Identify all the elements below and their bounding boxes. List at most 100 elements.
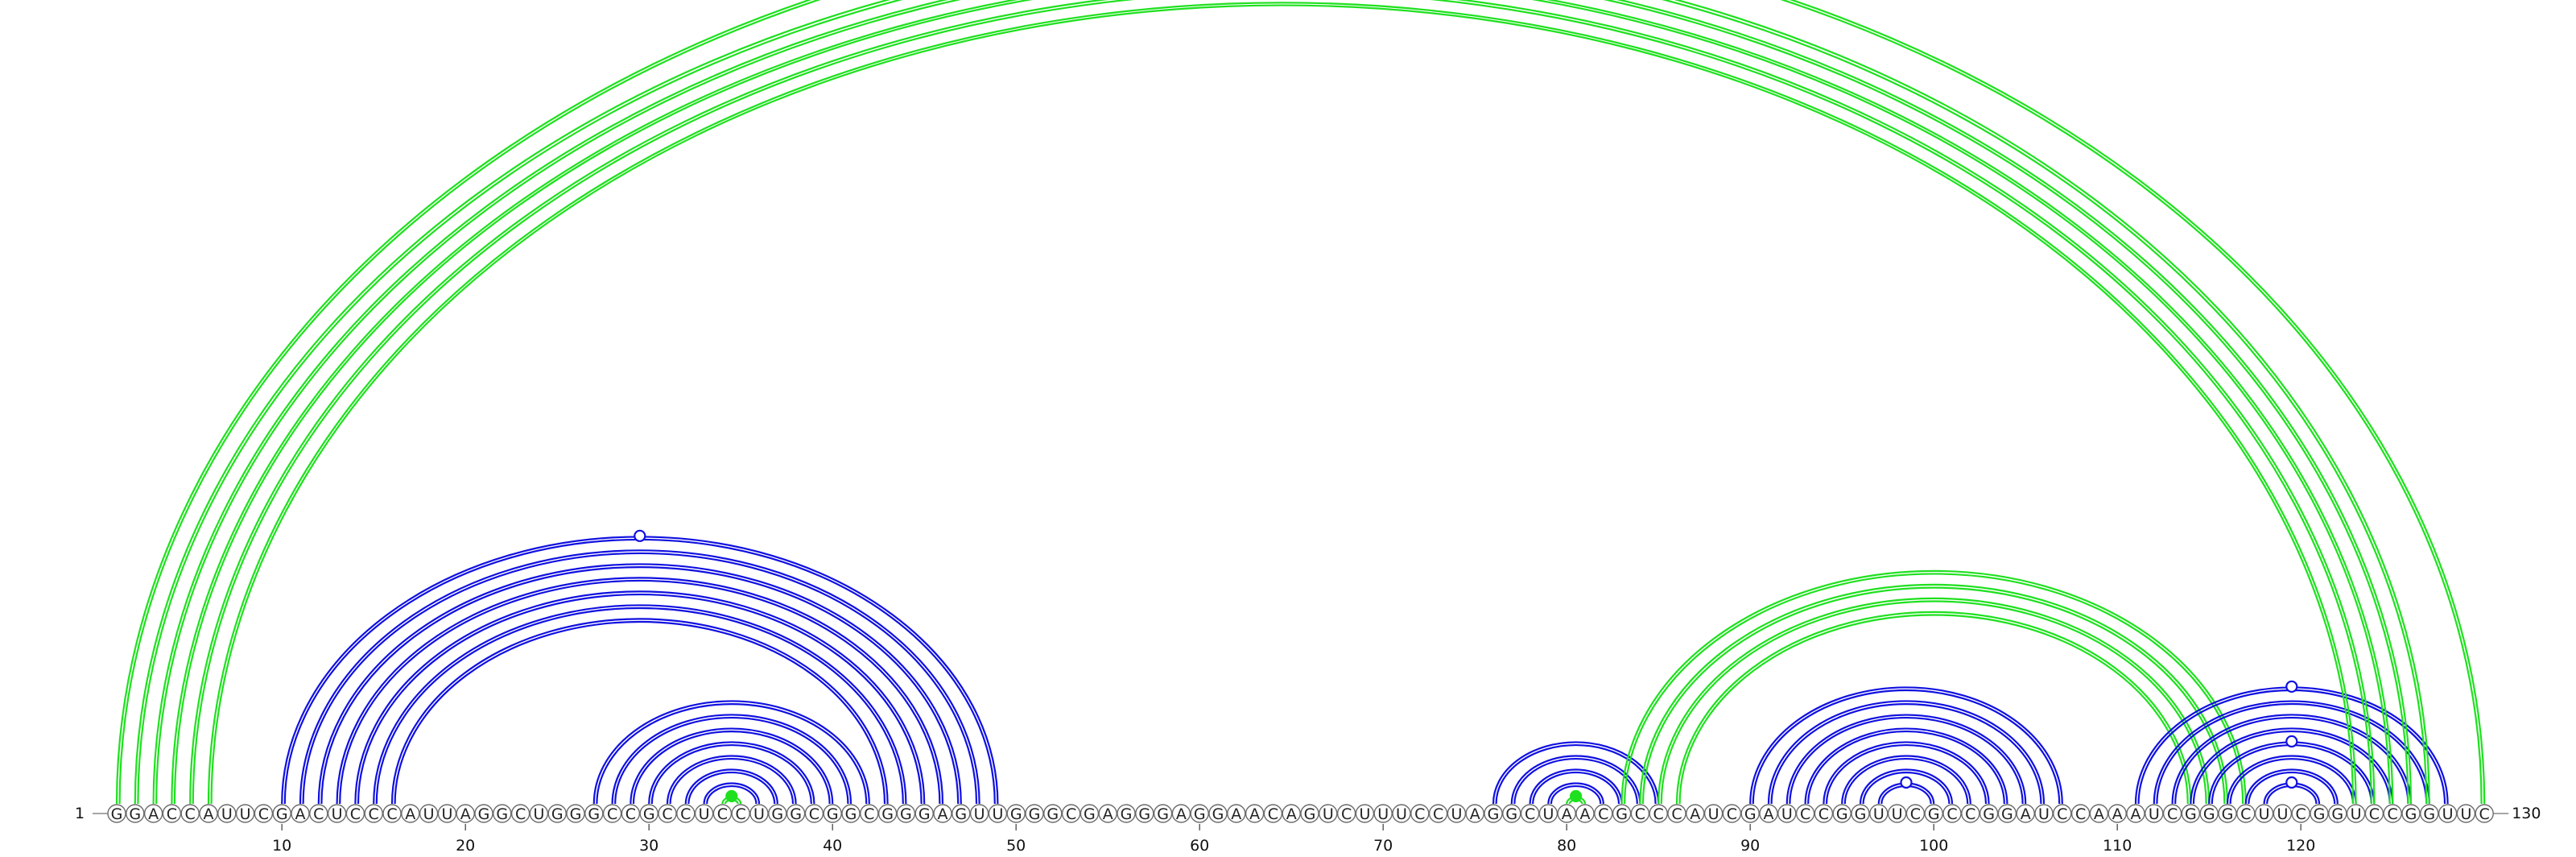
nucleotide-110: A <box>2107 804 2127 823</box>
nucleotide-letter: U <box>992 805 1003 823</box>
nucleotide-31: C <box>658 804 677 823</box>
nucleotide-7: U <box>217 804 237 823</box>
nucleotide-circle <box>1117 804 1136 823</box>
nucleotide-letter: G <box>1029 805 1041 823</box>
nucleotide-letter: C <box>1268 805 1278 823</box>
nucleotide-letter: G <box>1084 805 1096 823</box>
nucleotide-letter: G <box>1855 805 1867 823</box>
arc-78-83 <box>1532 771 1620 805</box>
nucleotide-94: C <box>1814 804 1834 823</box>
nucleotide-letter: C <box>2075 805 2086 823</box>
nucleotide-circle <box>877 804 898 823</box>
nucleotide-letter: G <box>1505 805 1517 823</box>
arc-76-85 <box>1495 743 1657 805</box>
nucleotide-2: G <box>126 804 145 823</box>
arc-14-45 <box>354 590 926 805</box>
nucleotide-6: A <box>199 804 218 823</box>
nucleotide-33: U <box>694 804 714 823</box>
nucleotide-9: C <box>254 804 274 823</box>
nucleotide-circle <box>676 804 696 823</box>
arc-2-127 <box>137 0 2428 805</box>
arc-94-103 <box>1823 741 1990 805</box>
arc-33-36 <box>703 782 761 805</box>
tick-label-110: 110 <box>2103 837 2132 855</box>
nucleotide-44: G <box>896 804 916 823</box>
nucleotide-letter: C <box>313 805 324 823</box>
nucleotide-letter: A <box>1562 805 1572 823</box>
nucleotide-letter: G <box>2185 805 2197 823</box>
nucleotide-20: A <box>456 804 475 823</box>
nucleotide-letter: C <box>1433 805 1443 823</box>
nucleotide-76: G <box>1484 804 1503 823</box>
nucleotide-117: C <box>2236 804 2256 823</box>
nucleotide-122: G <box>2328 804 2347 823</box>
arc-12-47 <box>317 563 962 805</box>
nucleotide-36: U <box>749 804 769 823</box>
nucleotide-letter: C <box>809 805 819 823</box>
nucleotide-circle <box>952 804 971 823</box>
nucleotide-letter: C <box>350 805 361 823</box>
nucleotide-circle <box>2383 804 2402 823</box>
nucleotide-114: G <box>2181 804 2201 823</box>
nucleotide-letter: G <box>881 805 894 823</box>
nucleotide-50: G <box>1006 804 1026 823</box>
nucleotide-letter: G <box>1010 805 1022 823</box>
arc-32-37 <box>687 771 776 805</box>
nucleotide-circle <box>309 804 328 823</box>
nucleotide-111: A <box>2126 804 2145 823</box>
arc-95-102 <box>1843 758 1969 805</box>
nucleotide-circle <box>2107 804 2127 823</box>
nucleotide-circle <box>1465 804 1484 823</box>
arc-3-126 <box>152 0 2413 805</box>
nucleotide-letter: C <box>2167 805 2178 823</box>
nucleotide-letter: A <box>405 805 415 823</box>
arc-13-46 <box>339 579 941 805</box>
nucleotide-circle <box>823 804 842 823</box>
arc-113-126 <box>2174 716 2409 805</box>
nucleotide-letter: C <box>2057 805 2067 823</box>
nucleotide-circle <box>988 804 1008 823</box>
nucleotide-4: C <box>162 804 182 823</box>
nucleotide-88: U <box>1703 804 1724 823</box>
nucleotide-circle <box>143 804 163 823</box>
arc-86-114 <box>1675 611 2192 805</box>
nucleotide-circle <box>107 804 126 823</box>
nucleotide-circle <box>1208 804 1228 823</box>
nucleotide-letter: G <box>111 805 123 823</box>
nucleotide-circle <box>1942 804 1962 823</box>
nucleotide-37: G <box>768 804 787 823</box>
nucleotide-letter: A <box>1103 805 1113 823</box>
nucleotide-letter: C <box>1671 805 1682 823</box>
nucleotide-circle <box>1667 804 1686 823</box>
nucleotide-93: C <box>1795 804 1815 823</box>
nucleotide-64: C <box>1263 804 1283 823</box>
nucleotide-letter: C <box>1525 805 1535 823</box>
nucleotide-circle <box>969 804 989 823</box>
nucleotide-97: U <box>1869 804 1889 823</box>
nucleotide-circle <box>1612 804 1632 823</box>
nucleotide-letter: A <box>1249 805 1260 823</box>
nucleotide-39: C <box>804 804 824 823</box>
nucleotide-circle <box>1703 804 1724 823</box>
nucleotide-45: G <box>914 804 934 823</box>
arc-5-124 <box>189 0 2376 805</box>
nucleotide-letter: U <box>2259 805 2270 823</box>
nucleotide-72: C <box>1410 804 1430 823</box>
nucleotide-letter: G <box>955 805 967 823</box>
tick-label-70: 70 <box>1373 837 1393 855</box>
nucleotide-circle <box>1153 804 1173 823</box>
arc-77-84 <box>1510 755 1641 805</box>
nucleotide-11: A <box>291 804 310 823</box>
nucleotide-letter: C <box>1818 805 1829 823</box>
nucleotide-letter: A <box>2021 805 2031 823</box>
arc-marker-10-49 <box>634 529 646 542</box>
nucleotide-letter: A <box>1690 805 1700 823</box>
arc-93-104 <box>1804 727 2008 805</box>
tick-label-20: 20 <box>456 837 475 855</box>
nucleotide-letter: U <box>974 805 985 823</box>
nucleotide-circle <box>2236 804 2256 823</box>
nucleotide-circle <box>712 804 733 823</box>
nucleotide-letter: U <box>1892 805 1903 823</box>
